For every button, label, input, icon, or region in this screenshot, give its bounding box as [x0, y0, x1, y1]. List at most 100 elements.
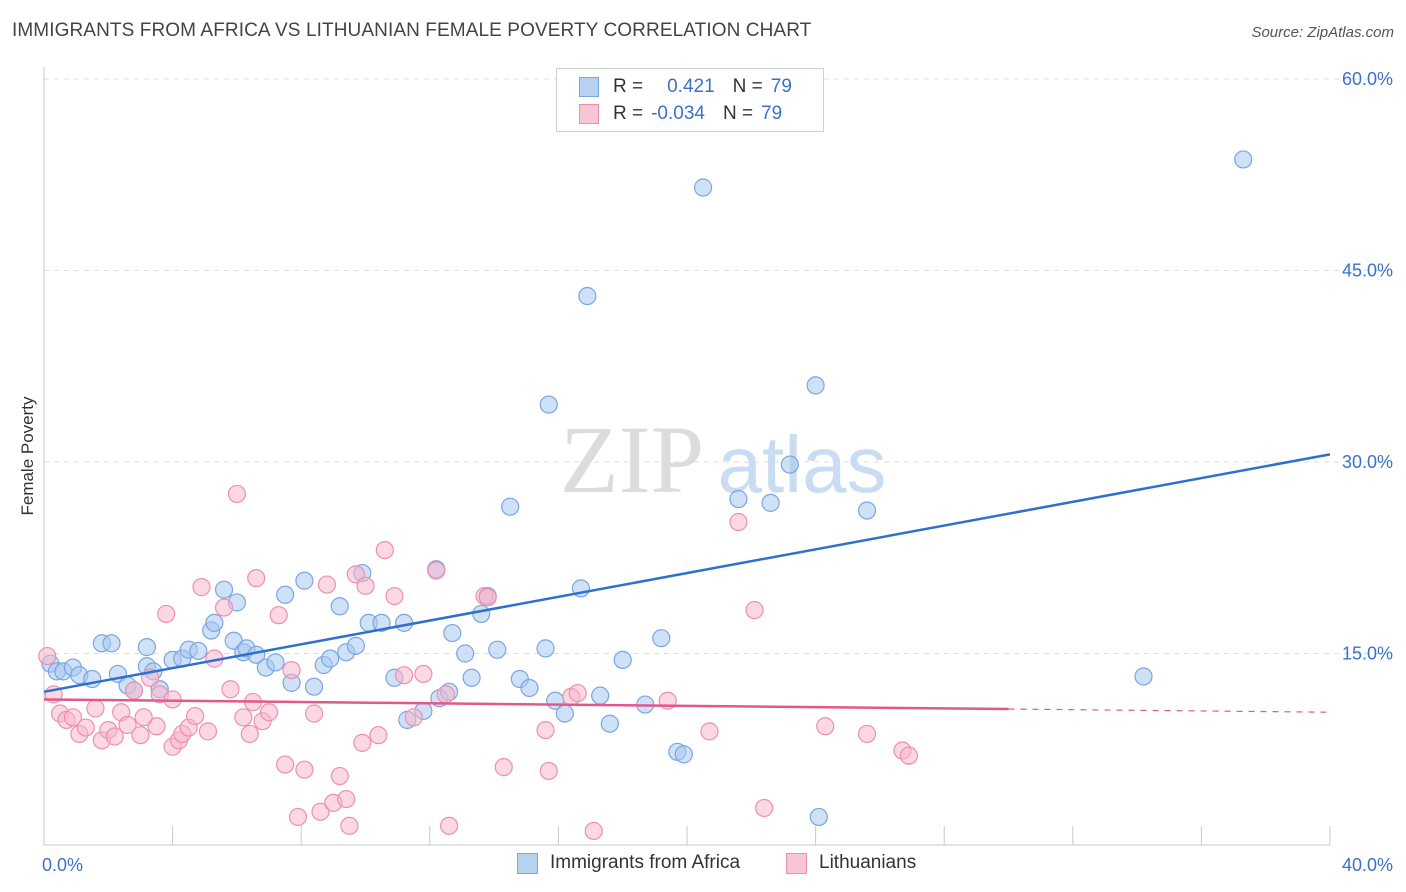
- lithuanian-trend-line: [43, 698, 1009, 711]
- lithuanian-point: [729, 512, 748, 532]
- africa-point: [394, 613, 414, 632]
- africa-point: [809, 807, 828, 827]
- legend-n-value: 79: [761, 103, 783, 124]
- series-legend-africa[interactable]: Immigrants from Africa: [517, 852, 740, 874]
- lithuanian-point: [134, 708, 153, 727]
- africa-point: [295, 571, 314, 590]
- africa-trend-line: [43, 453, 1331, 694]
- legend-n-label: N =: [732, 76, 763, 97]
- x-tick-label-max: 40.0%: [1342, 855, 1393, 875]
- lithuanian-point: [857, 724, 877, 744]
- lithuanian-point: [385, 586, 404, 606]
- legend-r-value: 0.421: [667, 76, 715, 97]
- lithuanian-point: [192, 578, 211, 597]
- lithuanian-point: [295, 760, 314, 779]
- trend-lines: [43, 453, 1331, 713]
- lithuanian-point: [568, 683, 587, 703]
- lithuanian-trend-line-extension: [1008, 708, 1331, 713]
- lithuanian-point: [105, 727, 124, 746]
- lithuanian-point: [221, 680, 240, 699]
- y-tick-label: 45.0%: [1342, 261, 1393, 281]
- africa-point: [346, 636, 365, 655]
- lithuanian-point: [234, 708, 253, 727]
- legend-r-label: R =: [613, 103, 644, 124]
- lithuanian-point: [404, 708, 423, 727]
- legend-n-value: 79: [770, 76, 792, 97]
- lithuanian-point: [269, 606, 288, 625]
- correlation-legend: R = 0.421 N = 79 R = -0.034 N = 79: [556, 68, 824, 132]
- lithuanian-point: [240, 724, 259, 744]
- lithuanian-point: [584, 821, 603, 841]
- africa-point: [189, 641, 208, 661]
- lithuanian-point: [247, 569, 266, 588]
- africa-point: [330, 597, 349, 616]
- y-tick-label: 15.0%: [1342, 644, 1393, 664]
- lithuanian-point: [38, 646, 57, 666]
- lithuanian-point: [259, 703, 279, 722]
- legend-swatch-blue: [579, 77, 599, 97]
- legend-swatch-pink: [579, 104, 599, 124]
- lithuanian-point: [186, 706, 205, 726]
- lithuanian-point: [439, 816, 459, 835]
- lithuanian-point: [304, 704, 324, 723]
- africa-point: [472, 604, 491, 624]
- africa-point: [488, 640, 507, 659]
- legend-r-value: -0.034: [651, 103, 705, 124]
- lithuanian-point: [276, 755, 295, 774]
- lithuanian-point: [816, 717, 835, 736]
- africa-point: [539, 395, 558, 414]
- africa-point: [1234, 150, 1253, 169]
- lithuanian-point: [227, 484, 246, 504]
- africa-point: [304, 677, 324, 696]
- lithuanian-point: [317, 575, 337, 594]
- africa-point: [761, 493, 780, 512]
- lithuanian-point: [198, 722, 218, 741]
- lithuanian-point: [337, 789, 356, 809]
- lithuanian-point: [536, 720, 555, 740]
- africa-point: [372, 613, 391, 632]
- lithuanian-point: [282, 660, 301, 680]
- series-legend-lithuanians[interactable]: Lithuanians: [786, 852, 916, 874]
- lithuanian-point: [375, 540, 394, 560]
- africa-point: [555, 704, 574, 723]
- africa-point: [205, 613, 224, 632]
- lithuanian-point: [494, 758, 513, 777]
- watermark-zip: ZIP: [560, 406, 704, 513]
- lithuanian-point: [369, 726, 388, 745]
- africa-point: [520, 678, 539, 698]
- lithuanian-point: [745, 600, 764, 620]
- africa-point: [536, 639, 555, 658]
- africa-point: [321, 649, 340, 668]
- africa-point: [276, 585, 295, 604]
- lithuanian-point: [478, 588, 497, 607]
- lithuanian-point: [356, 576, 375, 595]
- africa-point: [501, 497, 520, 516]
- lithuanian-point: [157, 604, 176, 624]
- africa-point: [591, 686, 610, 705]
- lithuanian-point: [288, 807, 308, 827]
- chart-title: IMMIGRANTS FROM AFRICA VS LITHUANIAN FEM…: [12, 20, 812, 41]
- africa-point: [652, 629, 671, 648]
- lithuanian-point: [394, 666, 414, 685]
- lithuanian-point: [700, 722, 719, 741]
- source-label: Source: ZipAtlas.com: [1251, 24, 1394, 41]
- lithuanian-point: [76, 718, 95, 737]
- africa-point: [693, 178, 713, 197]
- series-legend: Immigrants from Africa Lithuanians: [0, 852, 1406, 878]
- x-tick-label-min: 0.0%: [42, 855, 83, 875]
- y-tick-label: 60.0%: [1342, 69, 1393, 89]
- africa-point: [1134, 667, 1153, 686]
- africa-point: [857, 501, 877, 520]
- lithuanian-point: [539, 761, 558, 781]
- africa-point: [806, 376, 825, 395]
- series-swatch-pink: [786, 852, 807, 874]
- lithuanian-point: [131, 726, 150, 745]
- africa-point: [462, 668, 481, 687]
- series-label-africa: Immigrants from Africa: [550, 852, 741, 873]
- lithuanian-point: [330, 766, 349, 786]
- africa-point: [674, 745, 693, 764]
- axes: [43, 67, 1331, 846]
- lithuanian-point: [755, 798, 774, 818]
- y-tick-label: 30.0%: [1342, 452, 1393, 472]
